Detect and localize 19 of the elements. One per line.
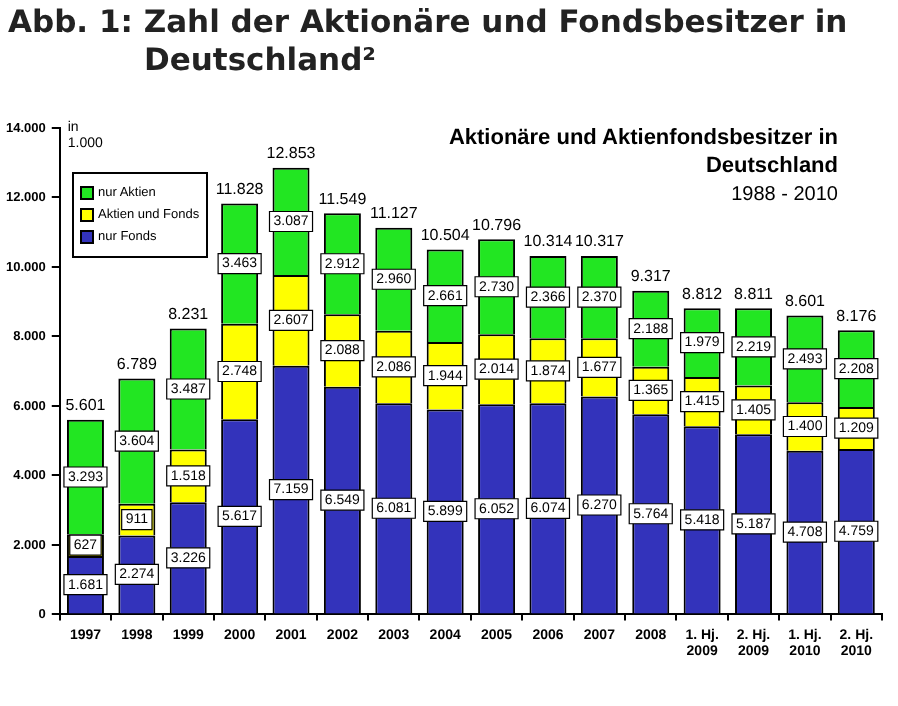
chart-title: Abb. 1: Zahl der Aktionäre und Fondsbesitzer in Deutschland² bbox=[8, 4, 850, 80]
total-label: 11.828 bbox=[215, 179, 265, 198]
text: Aktionäre und Aktienfondsbesitzer in Deutschland bbox=[446, 124, 838, 180]
total-label: 8.811 bbox=[734, 284, 775, 303]
total-label: 11.127 bbox=[369, 204, 419, 223]
total-label: 9.317 bbox=[630, 267, 672, 286]
total-label: 5.601 bbox=[65, 396, 107, 415]
total-label: 11.549 bbox=[318, 189, 368, 208]
total-label: 10.314 bbox=[523, 232, 574, 251]
total-label: 8.601 bbox=[784, 291, 827, 310]
total-label: 6.789 bbox=[116, 354, 158, 373]
total-label: 8.231 bbox=[168, 304, 210, 323]
total-label: 8.176 bbox=[836, 306, 878, 325]
total-label: 8.812 bbox=[682, 284, 724, 303]
annotation: 1988 - 2010 bbox=[731, 184, 838, 206]
total-label: 10.317 bbox=[574, 232, 625, 251]
total-label: 12.853 bbox=[266, 144, 317, 163]
total-label: 10.504 bbox=[420, 225, 471, 244]
total-label: 10.796 bbox=[472, 215, 523, 234]
